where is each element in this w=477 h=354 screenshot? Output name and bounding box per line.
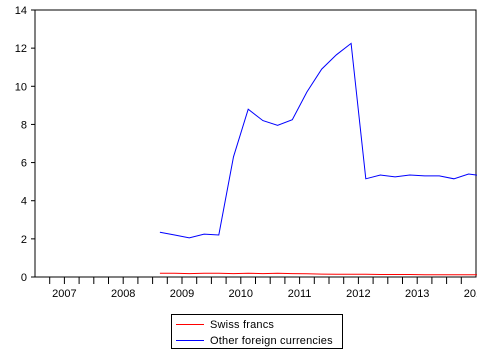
series-line-swiss-francs: [159, 272, 477, 276]
x-tick-label: 2011: [288, 288, 312, 300]
chart-series: [159, 42, 477, 276]
legend-item-swiss-francs: Swiss francs: [176, 317, 274, 332]
y-tick-label: 14: [15, 5, 27, 17]
y-tick-label: 4: [21, 196, 27, 208]
legend-swatch-other-foreign-currencies: [176, 340, 204, 341]
y-tick-label: 2: [21, 234, 27, 246]
x-tick-label: 2008: [111, 288, 135, 300]
x-tick-label: 2014: [464, 288, 477, 300]
x-tick-label: 2009: [170, 288, 194, 300]
legend-swatch-swiss-francs: [176, 324, 204, 325]
line-chart: 0 2 4 6 8 10 12 14 2007 2008 2009 2010 2011 2012 2013…: [15, 5, 477, 300]
series-line-other-foreign-currencies: [159, 42, 477, 239]
legend-item-other-foreign-currencies: Other foreign currencies: [176, 333, 333, 348]
chart-legend: Swiss francs Other foreign currencies: [171, 314, 343, 349]
y-axis-ticks: 0 2 4 6 8 10 12 14: [15, 5, 35, 284]
y-tick-label: 6: [21, 158, 27, 170]
y-tick-label: 12: [15, 43, 27, 55]
y-tick-label: 8: [21, 119, 27, 131]
x-tick-label: 2010: [229, 288, 253, 300]
plot-frame: [34, 9, 477, 278]
x-axis-ticks: 2007 2008 2009 2010 2011 2012 2013 2014: [49, 277, 477, 300]
y-tick-label: 10: [15, 81, 27, 93]
y-tick-label: 0: [21, 272, 27, 284]
legend-label-other-foreign-currencies: Other foreign currencies: [210, 334, 333, 347]
x-tick-label: 2012: [346, 288, 370, 300]
legend-label-swiss-francs: Swiss francs: [210, 318, 275, 331]
x-tick-label: 2013: [405, 288, 429, 300]
x-tick-label: 2007: [52, 288, 76, 300]
chart-axes: [34, 9, 477, 278]
